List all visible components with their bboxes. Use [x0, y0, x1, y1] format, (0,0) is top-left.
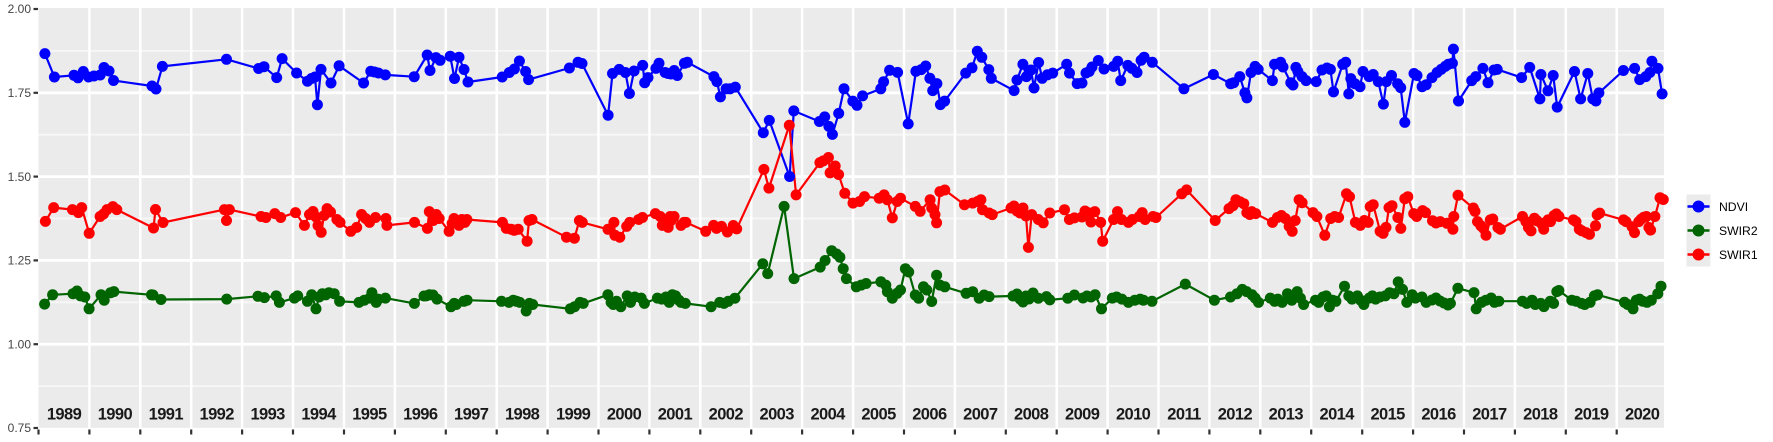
svg-text:2006: 2006	[912, 406, 947, 424]
svg-text:2007: 2007	[963, 406, 998, 424]
svg-text:2020: 2020	[1625, 406, 1660, 424]
svg-text:1991: 1991	[149, 406, 184, 424]
svg-text:2004: 2004	[810, 406, 846, 424]
svg-text:1989: 1989	[47, 406, 82, 424]
svg-text:1996: 1996	[403, 406, 438, 424]
svg-text:2001: 2001	[658, 406, 693, 424]
svg-text:SWIR1: SWIR1	[1719, 248, 1758, 262]
svg-text:1995: 1995	[352, 406, 387, 424]
svg-text:1.50: 1.50	[8, 170, 32, 184]
svg-text:1992: 1992	[200, 406, 235, 424]
svg-text:2011: 2011	[1167, 406, 1201, 424]
svg-text:2000: 2000	[607, 406, 642, 424]
svg-text:2015: 2015	[1370, 406, 1405, 424]
svg-text:2017: 2017	[1472, 406, 1507, 424]
svg-text:2013: 2013	[1269, 406, 1304, 424]
svg-text:2014: 2014	[1320, 406, 1356, 424]
svg-text:1994: 1994	[301, 406, 337, 424]
svg-text:1993: 1993	[250, 406, 285, 424]
svg-text:SWIR2: SWIR2	[1719, 224, 1758, 238]
svg-text:2008: 2008	[1014, 406, 1049, 424]
svg-text:1999: 1999	[556, 406, 591, 424]
svg-text:1990: 1990	[98, 406, 133, 424]
svg-text:2019: 2019	[1574, 406, 1609, 424]
svg-text:1.25: 1.25	[8, 254, 32, 268]
svg-text:2003: 2003	[760, 406, 795, 424]
svg-text:2005: 2005	[861, 406, 896, 424]
svg-text:2009: 2009	[1065, 406, 1100, 424]
svg-text:1997: 1997	[454, 406, 489, 424]
svg-text:1.00: 1.00	[8, 337, 32, 351]
svg-text:1.75: 1.75	[8, 86, 32, 100]
svg-text:2016: 2016	[1421, 406, 1456, 424]
svg-text:2010: 2010	[1116, 406, 1151, 424]
svg-text:1998: 1998	[505, 406, 540, 424]
svg-text:2018: 2018	[1523, 406, 1558, 424]
svg-text:2012: 2012	[1218, 406, 1253, 424]
svg-text:2.00: 2.00	[8, 2, 32, 16]
svg-text:0.75: 0.75	[8, 421, 32, 435]
svg-text:2002: 2002	[709, 406, 744, 424]
svg-text:NDVI: NDVI	[1719, 200, 1748, 214]
